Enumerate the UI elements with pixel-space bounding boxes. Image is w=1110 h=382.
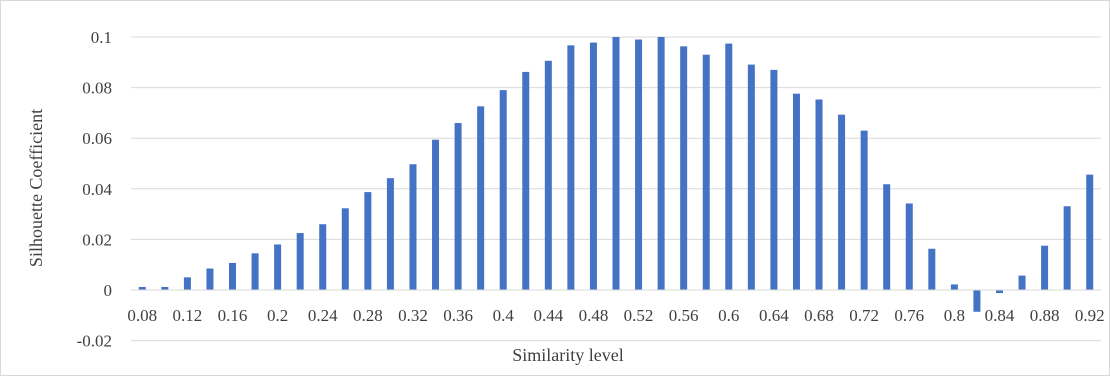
bar	[386, 178, 394, 290]
bar	[815, 99, 823, 291]
x-tick-label: 0.88	[1030, 306, 1060, 325]
x-tick-label: 0.48	[579, 306, 609, 325]
x-tick-label: 0.6	[718, 306, 739, 325]
bar	[319, 224, 327, 290]
x-tick-label: 0.68	[804, 306, 834, 325]
bar	[770, 69, 778, 290]
x-tick-labels: 0.08 0.12 0.16 0.2 0.24 0.28 0.32 0.36 0.4 0.44 0.…	[127, 306, 1104, 325]
bar	[1063, 206, 1071, 290]
y-tick-label: 0.06	[82, 129, 112, 148]
x-tick-label: 0.12	[173, 306, 203, 325]
bar	[296, 233, 304, 290]
bar	[251, 253, 259, 290]
x-tick-label: 0.2	[267, 306, 288, 325]
x-tick-label: 0.44	[533, 306, 563, 325]
bar	[883, 184, 891, 290]
x-tick-label: 0.84	[985, 306, 1015, 325]
bar	[589, 42, 597, 290]
x-tick-label: 0.56	[669, 306, 699, 325]
bar	[1018, 275, 1026, 290]
x-tick-label: 0.72	[849, 306, 879, 325]
y-tick-label: 0.1	[91, 28, 112, 47]
bar	[206, 268, 214, 290]
bar	[612, 37, 620, 290]
x-tick-label: 0.28	[353, 306, 383, 325]
x-tick-label: 0.16	[218, 306, 248, 325]
y-tick-label: 0.08	[82, 79, 112, 98]
bar	[995, 290, 1003, 294]
bar	[229, 262, 237, 290]
bar	[567, 45, 575, 290]
x-tick-label: 0.4	[493, 306, 515, 325]
bar	[747, 64, 755, 290]
bar	[657, 37, 665, 290]
bar	[702, 54, 710, 291]
x-axis-title: Similarity level	[512, 345, 623, 365]
bar	[364, 192, 372, 290]
bar	[409, 164, 417, 290]
y-axis-title: Silhouette Coefficient	[26, 109, 46, 267]
y-tick-labels: -0.02 0 0.02 0.04 0.06 0.08 0.1	[77, 28, 113, 351]
x-tick-label: 0.64	[759, 306, 789, 325]
bar	[477, 106, 485, 290]
x-tick-label: 0.24	[308, 306, 338, 325]
bar	[905, 203, 913, 290]
bar	[1041, 245, 1049, 290]
bar	[544, 60, 552, 290]
y-tick-label: -0.02	[77, 332, 112, 351]
x-tick-label: 0.08	[127, 306, 157, 325]
bar	[161, 286, 169, 290]
bar	[341, 208, 349, 290]
bar	[635, 39, 643, 290]
bar	[860, 130, 868, 290]
bar	[454, 123, 462, 291]
y-tick-label: 0.02	[82, 230, 112, 249]
bars	[138, 37, 1094, 312]
bar	[274, 244, 282, 290]
bar	[838, 114, 846, 290]
y-tick-label: 0.04	[82, 180, 112, 199]
bar	[432, 139, 440, 290]
bar	[183, 277, 191, 290]
bar	[499, 90, 507, 290]
bar	[928, 248, 936, 290]
bar	[680, 46, 688, 290]
x-tick-label: 0.36	[443, 306, 473, 325]
bar	[792, 93, 800, 290]
x-tick-label: 0.32	[398, 306, 428, 325]
x-tick-label: 0.52	[624, 306, 654, 325]
y-tick-label: 0	[104, 281, 113, 300]
bar	[138, 286, 146, 290]
bar	[1086, 174, 1094, 290]
bar	[950, 284, 958, 290]
bar	[725, 43, 733, 290]
bar	[973, 290, 981, 312]
x-tick-label: 0.76	[894, 306, 924, 325]
x-tick-label: 0.8	[944, 306, 965, 325]
x-tick-label: 0.92	[1075, 306, 1105, 325]
bar	[522, 71, 530, 290]
